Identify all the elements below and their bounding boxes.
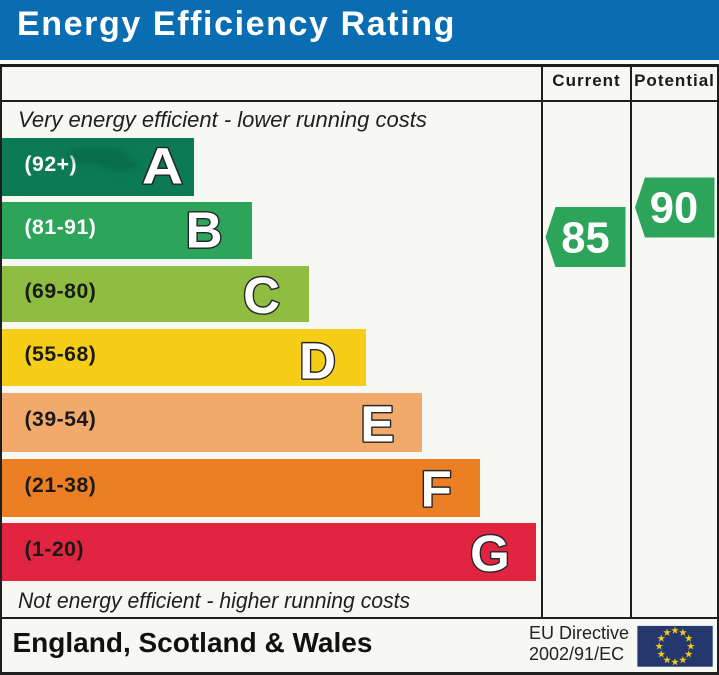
- svg-text:G: G: [470, 525, 510, 582]
- svg-text:A: A: [142, 138, 183, 195]
- svg-text:B: B: [186, 202, 223, 259]
- svg-text:90: 90: [650, 185, 698, 233]
- svg-text:E: E: [360, 396, 394, 453]
- svg-text:85: 85: [561, 215, 609, 263]
- svg-text:D: D: [299, 333, 336, 390]
- svg-text:F: F: [421, 460, 452, 517]
- svg-text:C: C: [243, 267, 280, 324]
